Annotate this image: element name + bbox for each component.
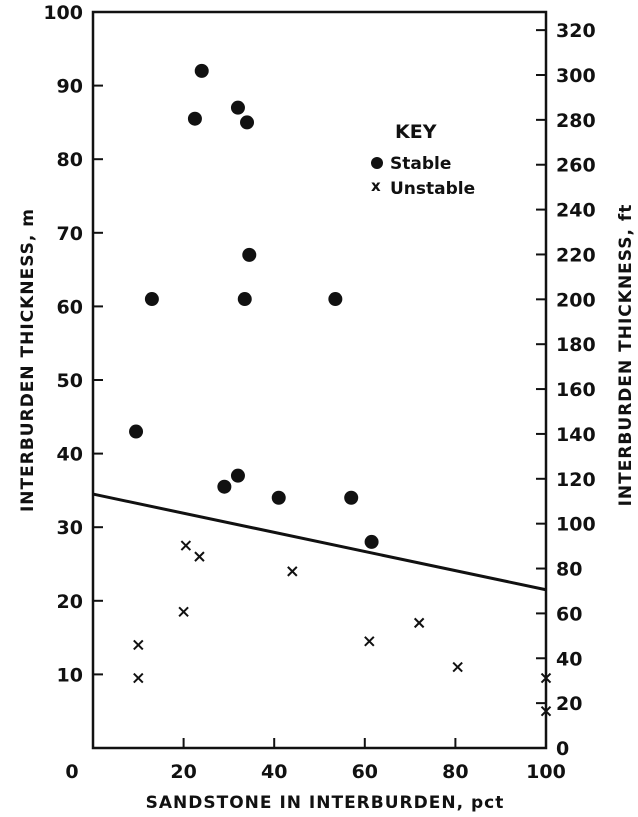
stable-point	[237, 292, 252, 307]
plot-frame	[91, 10, 548, 750]
stable-point	[230, 468, 245, 483]
stable-point	[328, 292, 343, 307]
y-tick-label-right: 80	[556, 559, 582, 581]
y-tick-label-left: 60	[57, 296, 83, 318]
y-tick-label-right: 160	[556, 379, 596, 401]
y-tick-label-right: 40	[556, 648, 582, 670]
stable-point	[271, 490, 286, 505]
x-tick-label: 80	[442, 761, 468, 783]
legend: KEY Stable x Unstable	[371, 121, 475, 199]
stable-point	[194, 63, 209, 78]
x-tick-label: 40	[261, 761, 287, 783]
y-tick-label-right: 0	[556, 738, 569, 760]
stable-point	[344, 490, 359, 505]
x-tick-label: 100	[526, 761, 566, 783]
unstable-point	[133, 639, 144, 651]
stable-point	[144, 292, 159, 307]
unstable-point	[287, 566, 298, 577]
y-tick-label-left: 90	[57, 76, 83, 98]
y-tick-label-left: 20	[57, 591, 83, 613]
x-tick-label: 0	[65, 761, 78, 783]
y-tick-label-right: 300	[556, 65, 596, 87]
y-tick-label-left: 70	[57, 223, 83, 245]
y-tick-label-right: 60	[556, 603, 582, 625]
stable-point	[187, 111, 202, 126]
unstable-point	[452, 661, 463, 673]
y-tick-label-left: 80	[57, 149, 83, 171]
y-tick-label-left: 30	[57, 517, 83, 539]
y-axis-title-right: INTERBURDEN THICKNESS, ft	[616, 204, 636, 507]
legend-stable-marker	[371, 157, 383, 169]
x-tick-label: 60	[352, 761, 378, 783]
y-tick-label-right: 260	[556, 155, 596, 177]
y-tick-label-left: 100	[43, 2, 83, 24]
legend-stable-label: Stable	[390, 154, 451, 174]
unstable-point	[540, 705, 552, 717]
y-tick-label-right: 200	[556, 289, 596, 311]
unstable-point	[180, 540, 192, 551]
legend-title: KEY	[395, 121, 437, 143]
stable-point	[230, 100, 245, 115]
legend-unstable-label: Unstable	[390, 179, 475, 199]
unstable-point	[540, 672, 552, 684]
y-tick-label-right: 240	[556, 200, 596, 222]
y-tick-label-right: 20	[556, 693, 582, 715]
x-tick-label: 20	[170, 761, 196, 783]
y-axis-title-left: INTERBURDEN THICKNESS, m	[18, 208, 38, 512]
stable-point	[364, 534, 379, 549]
y-tick-label-right: 220	[556, 244, 596, 266]
stable-point	[242, 247, 257, 262]
legend-unstable-marker: x	[371, 177, 381, 195]
y-tick-label-right: 140	[556, 424, 596, 446]
trend-line	[92, 492, 547, 592]
stable-point	[129, 424, 144, 439]
unstable-point	[133, 672, 144, 684]
y-tick-label-left: 40	[57, 444, 83, 466]
unstable-point	[413, 617, 425, 629]
stable-point	[240, 115, 255, 130]
y-tick-label-right: 320	[556, 20, 596, 42]
x-axis-title: SANDSTONE IN INTERBURDEN, pct	[146, 793, 505, 813]
y-tick-label-right: 280	[556, 110, 596, 132]
y-tick-label-right: 180	[556, 334, 596, 356]
unstable-point	[364, 636, 375, 647]
unstable-point	[178, 606, 189, 618]
y-tick-label-left: 50	[57, 370, 83, 392]
stable-point	[217, 479, 232, 494]
y-tick-label-right: 100	[556, 514, 596, 536]
unstable-point	[194, 551, 205, 562]
y-tick-label-right: 120	[556, 469, 596, 491]
y-tick-label-left: 10	[57, 664, 83, 686]
